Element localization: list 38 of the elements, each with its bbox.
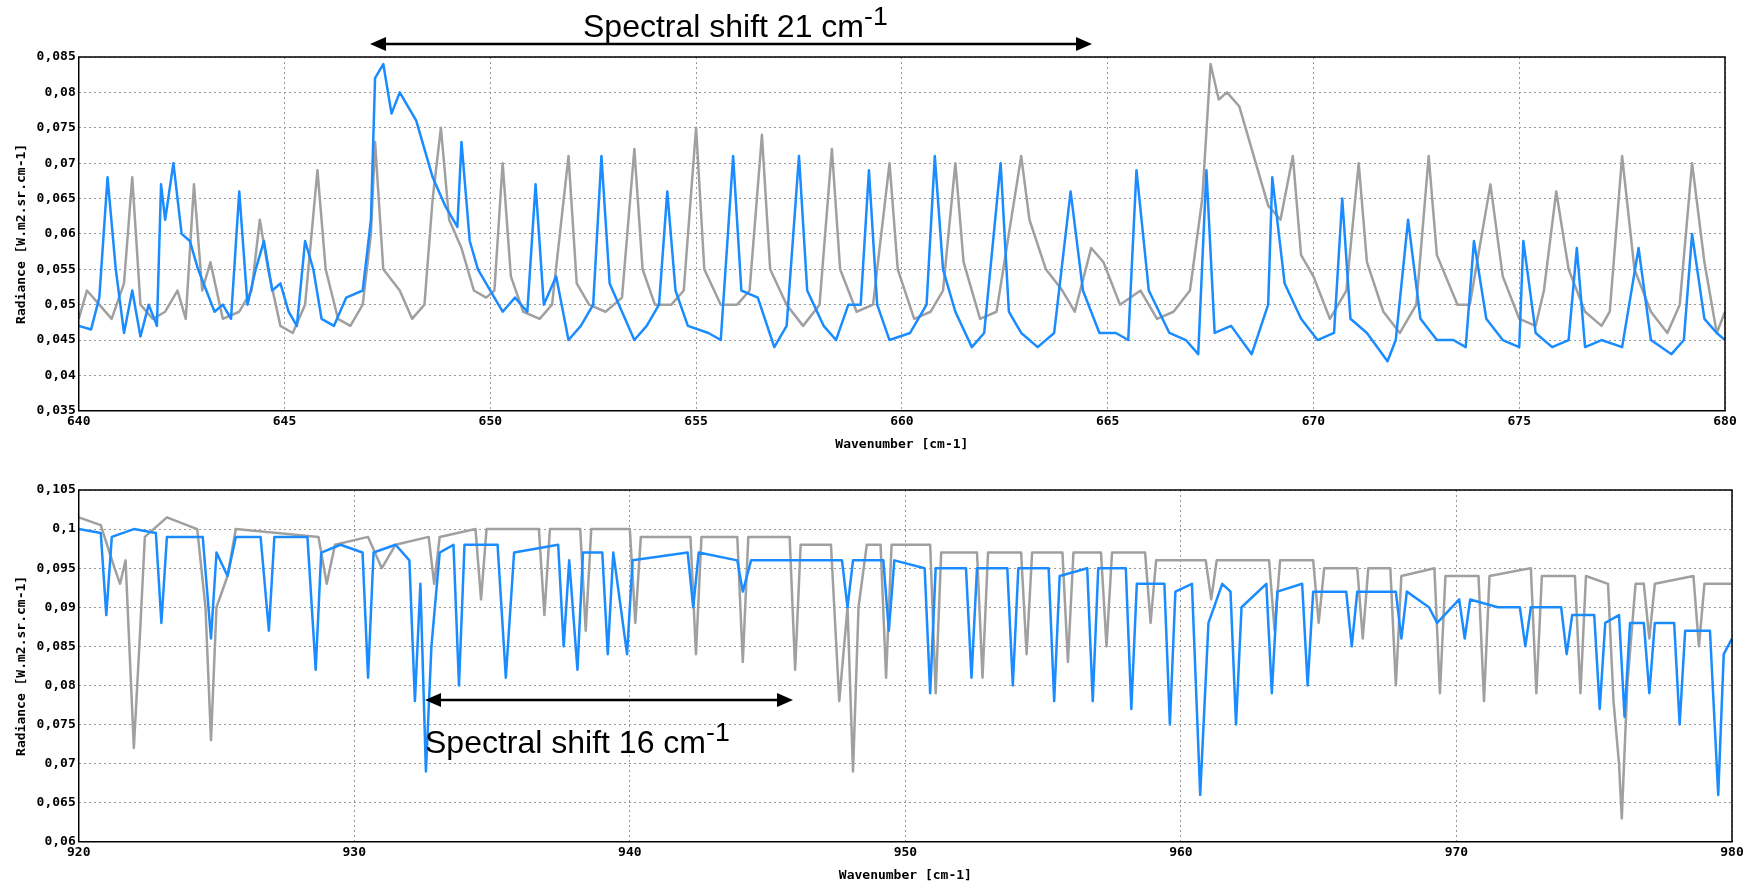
y-tick-label: 0,085 bbox=[36, 637, 76, 653]
y-tick-label: 0,04 bbox=[44, 366, 76, 382]
y-tick-label: 0,075 bbox=[36, 119, 76, 135]
x-tick-label: 960 bbox=[1169, 843, 1193, 859]
y-tick-label: 0,08 bbox=[44, 83, 76, 99]
x-tick-label: 930 bbox=[342, 843, 367, 859]
x-tick-label: 665 bbox=[1095, 412, 1120, 428]
y-tick-label: 0,105 bbox=[36, 481, 76, 497]
y-tick-label: 0,07 bbox=[44, 154, 76, 170]
y-tick-label: 0,06 bbox=[44, 225, 76, 241]
x-tick-label: 655 bbox=[684, 412, 708, 428]
y-tick-label: 0,065 bbox=[36, 189, 76, 205]
y-tick-label: 0,085 bbox=[36, 48, 76, 64]
y-tick-label: 0,07 bbox=[44, 755, 76, 770]
y-tick-label: 0,05 bbox=[44, 296, 76, 312]
x-tick-label: 660 bbox=[890, 412, 914, 428]
y-tick-label: 0,055 bbox=[36, 260, 76, 276]
y-tick-label: 0,09 bbox=[44, 598, 76, 614]
x-tick-label: 980 bbox=[1720, 843, 1744, 859]
x-tick-label: 680 bbox=[1713, 412, 1737, 428]
x-tick-label: 670 bbox=[1301, 412, 1326, 428]
y-tick-label: 0,075 bbox=[36, 715, 76, 731]
y-tick-label: 0,065 bbox=[36, 794, 76, 810]
x-tick-label: 650 bbox=[478, 412, 503, 428]
x-tick-label: 645 bbox=[272, 412, 297, 428]
text: Spectral shift 21 cm$^{-1}$ bbox=[583, 1, 888, 44]
y-axis-title: Radiance [W.m2.sr.cm-1] bbox=[13, 575, 29, 756]
x-axis-title: Wavenumber [cm-1] bbox=[838, 866, 972, 882]
y-tick-label: 0,045 bbox=[36, 331, 76, 347]
y-tick-label: 0,08 bbox=[44, 676, 76, 692]
x-tick-label: 970 bbox=[1444, 843, 1469, 859]
x-tick-label: 950 bbox=[893, 843, 918, 859]
x-axis-title: Wavenumber [cm-1] bbox=[835, 435, 969, 451]
y-tick-label: 0,1 bbox=[52, 520, 76, 536]
x-tick-label: 675 bbox=[1507, 412, 1531, 428]
y-axis-title: Radiance [W.m2.sr.cm-1] bbox=[13, 143, 29, 324]
y-tick-label: 0,095 bbox=[36, 559, 76, 575]
x-tick-label: 940 bbox=[618, 843, 642, 859]
